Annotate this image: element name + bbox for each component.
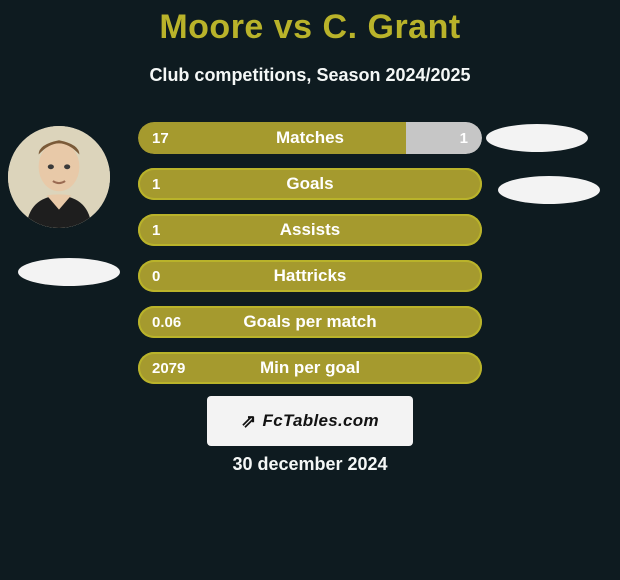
player-b-avatar-placeholder <box>486 124 588 152</box>
stat-label: Goals <box>138 168 482 200</box>
stat-row: 2079Min per goal <box>138 352 482 384</box>
brand-arrow-icon: ⇗ <box>241 411 256 432</box>
snapshot-date: 30 december 2024 <box>0 454 620 475</box>
brand-text: FcTables.com <box>263 411 379 431</box>
stat-row: 1Goals <box>138 168 482 200</box>
stat-label: Goals per match <box>138 306 482 338</box>
subtitle: Club competitions, Season 2024/2025 <box>0 65 620 86</box>
player-b-flag <box>498 176 600 204</box>
stat-row: 1Assists <box>138 214 482 246</box>
stat-label: Min per goal <box>138 352 482 384</box>
stat-label: Assists <box>138 214 482 246</box>
stat-label: Hattricks <box>138 260 482 292</box>
comparison-card: Moore vs C. Grant Club competitions, Sea… <box>0 0 620 580</box>
page-title: Moore vs C. Grant <box>0 0 620 47</box>
vs-text: vs <box>264 8 323 46</box>
stat-bars: 171Matches 1Goals 1Assists 0Hattricks 0.06Go… <box>138 122 482 398</box>
player-a-flag <box>18 258 120 286</box>
brand-row: ⇗ FcTables.com <box>0 396 620 446</box>
player-a-avatar <box>8 126 110 228</box>
player-a-name: Moore <box>159 8 264 46</box>
stat-row: 0.06Goals per match <box>138 306 482 338</box>
brand-badge[interactable]: ⇗ FcTables.com <box>207 396 413 446</box>
player-b-name: C. Grant <box>323 8 461 46</box>
stat-row: 171Matches <box>138 122 482 154</box>
stat-row: 0Hattricks <box>138 260 482 292</box>
avatar-placeholder-icon <box>8 126 110 228</box>
stat-label: Matches <box>138 122 482 154</box>
